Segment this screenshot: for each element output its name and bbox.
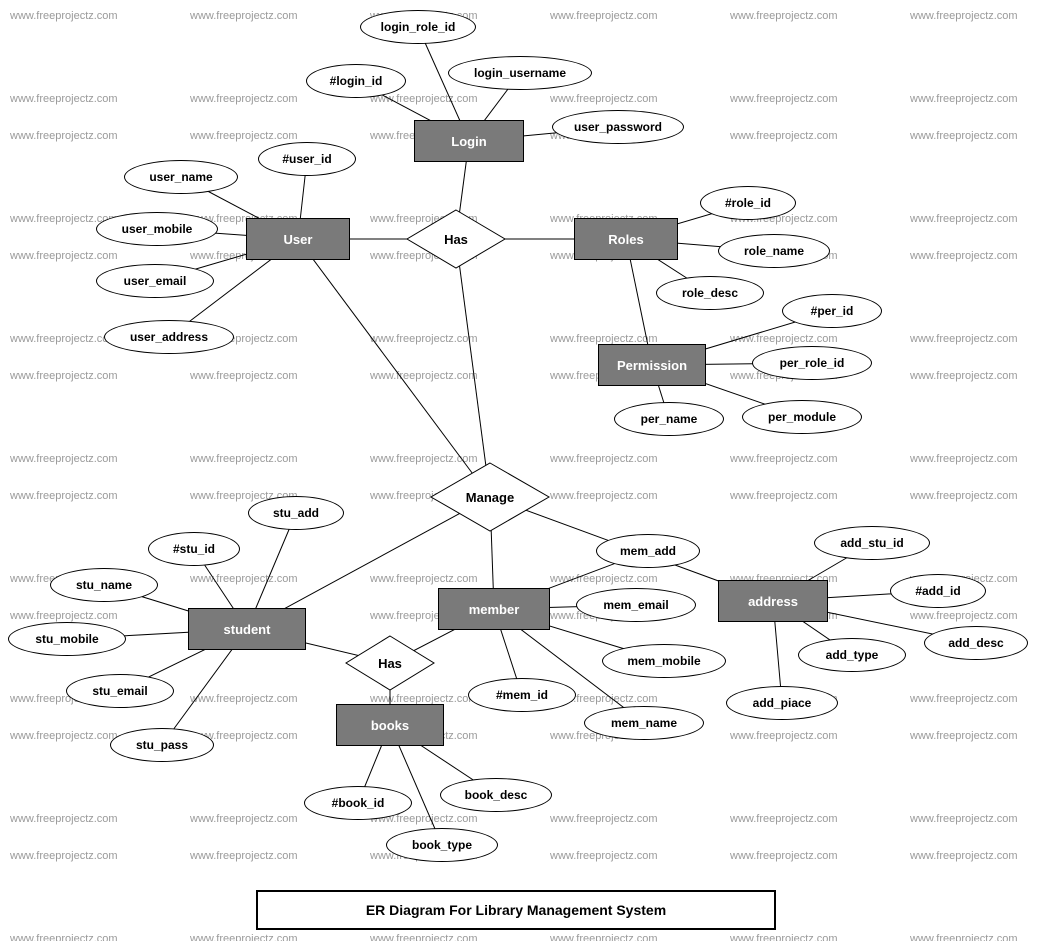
- attribute-label: mem_email: [603, 598, 668, 612]
- attribute-book_type: book_type: [386, 828, 498, 862]
- attribute-label: per_name: [641, 412, 698, 426]
- attribute-role_name: role_name: [718, 234, 830, 268]
- diagram-title: ER Diagram For Library Management System: [256, 890, 776, 930]
- entity-label: User: [284, 232, 313, 247]
- attribute-per_module: per_module: [742, 400, 862, 434]
- attribute-per_name: per_name: [614, 402, 724, 436]
- attribute-user_id: #user_id: [258, 142, 356, 176]
- attribute-label: per_module: [768, 410, 836, 424]
- attribute-per_id: #per_id: [782, 294, 882, 328]
- attribute-label: stu_email: [92, 684, 147, 698]
- attribute-mem_mobile: mem_mobile: [602, 644, 726, 678]
- attribute-stu_email: stu_email: [66, 674, 174, 708]
- attribute-mem_email: mem_email: [576, 588, 696, 622]
- attribute-label: user_email: [124, 274, 187, 288]
- attribute-label: role_name: [744, 244, 804, 258]
- attribute-stu_pass: stu_pass: [110, 728, 214, 762]
- entity-label: address: [748, 594, 798, 609]
- attribute-label: user_password: [574, 120, 662, 134]
- entity-label: Permission: [617, 358, 687, 373]
- attribute-label: add_type: [826, 648, 879, 662]
- relationship-label: Has: [378, 656, 402, 671]
- entity-label: member: [469, 602, 520, 617]
- attribute-label: add_stu_id: [840, 536, 903, 550]
- diagram-title-text: ER Diagram For Library Management System: [366, 902, 666, 918]
- entity-label: books: [371, 718, 409, 733]
- relationship-manage: Manage: [430, 462, 550, 532]
- attribute-label: mem_name: [611, 716, 677, 730]
- attribute-label: login_role_id: [381, 20, 456, 34]
- attribute-stu_mobile: stu_mobile: [8, 622, 126, 656]
- relationship-has1: Has: [406, 209, 506, 269]
- relationship-label: Manage: [466, 490, 514, 505]
- attribute-label: user_address: [130, 330, 208, 344]
- attribute-label: add_piace: [753, 696, 812, 710]
- attribute-add_desc: add_desc: [924, 626, 1028, 660]
- attribute-login_username: login_username: [448, 56, 592, 90]
- attribute-label: stu_add: [273, 506, 319, 520]
- attribute-label: login_username: [474, 66, 566, 80]
- attribute-add_place: add_piace: [726, 686, 838, 720]
- attribute-label: user_mobile: [122, 222, 193, 236]
- attribute-user_mobile: user_mobile: [96, 212, 218, 246]
- attribute-book_id: #book_id: [304, 786, 412, 820]
- entity-books: books: [336, 704, 444, 746]
- attribute-user_email: user_email: [96, 264, 214, 298]
- entity-member: member: [438, 588, 550, 630]
- attribute-label: #role_id: [725, 196, 771, 210]
- attribute-label: #login_id: [330, 74, 383, 88]
- attribute-label: #user_id: [282, 152, 331, 166]
- attribute-user_name: user_name: [124, 160, 238, 194]
- attribute-label: role_desc: [682, 286, 738, 300]
- attribute-label: #book_id: [332, 796, 385, 810]
- attribute-stu_add: stu_add: [248, 496, 344, 530]
- entity-label: student: [224, 622, 271, 637]
- attribute-mem_add: mem_add: [596, 534, 700, 568]
- attribute-label: #add_id: [915, 584, 960, 598]
- entity-address: address: [718, 580, 828, 622]
- attribute-role_desc: role_desc: [656, 276, 764, 310]
- relationship-has2: Has: [345, 635, 435, 691]
- relationship-label: Has: [444, 232, 468, 247]
- attribute-label: book_type: [412, 838, 472, 852]
- attribute-per_role_id: per_role_id: [752, 346, 872, 380]
- attribute-login_id: #login_id: [306, 64, 406, 98]
- attribute-add_type: add_type: [798, 638, 906, 672]
- attribute-label: #stu_id: [173, 542, 215, 556]
- attribute-stu_id: #stu_id: [148, 532, 240, 566]
- attribute-book_desc: book_desc: [440, 778, 552, 812]
- attribute-label: mem_mobile: [627, 654, 700, 668]
- attribute-mem_id: #mem_id: [468, 678, 576, 712]
- attribute-label: #mem_id: [496, 688, 548, 702]
- entity-label: Roles: [608, 232, 643, 247]
- attribute-role_id: #role_id: [700, 186, 796, 220]
- attribute-label: stu_name: [76, 578, 132, 592]
- attribute-stu_name: stu_name: [50, 568, 158, 602]
- attribute-label: user_name: [149, 170, 212, 184]
- attribute-label: book_desc: [465, 788, 528, 802]
- attribute-user_password: user_password: [552, 110, 684, 144]
- attribute-mem_name: mem_name: [584, 706, 704, 740]
- attribute-user_address: user_address: [104, 320, 234, 354]
- entity-roles: Roles: [574, 218, 678, 260]
- entity-user: User: [246, 218, 350, 260]
- entity-label: Login: [451, 134, 486, 149]
- entity-permission: Permission: [598, 344, 706, 386]
- attribute-label: per_role_id: [780, 356, 845, 370]
- attribute-add_id: #add_id: [890, 574, 986, 608]
- attribute-label: add_desc: [948, 636, 1003, 650]
- entity-login: Login: [414, 120, 524, 162]
- attribute-login_role_id: login_role_id: [360, 10, 476, 44]
- entity-student: student: [188, 608, 306, 650]
- attribute-label: #per_id: [811, 304, 854, 318]
- attribute-add_stu_id: add_stu_id: [814, 526, 930, 560]
- attribute-label: stu_mobile: [35, 632, 98, 646]
- attribute-label: stu_pass: [136, 738, 188, 752]
- attribute-label: mem_add: [620, 544, 676, 558]
